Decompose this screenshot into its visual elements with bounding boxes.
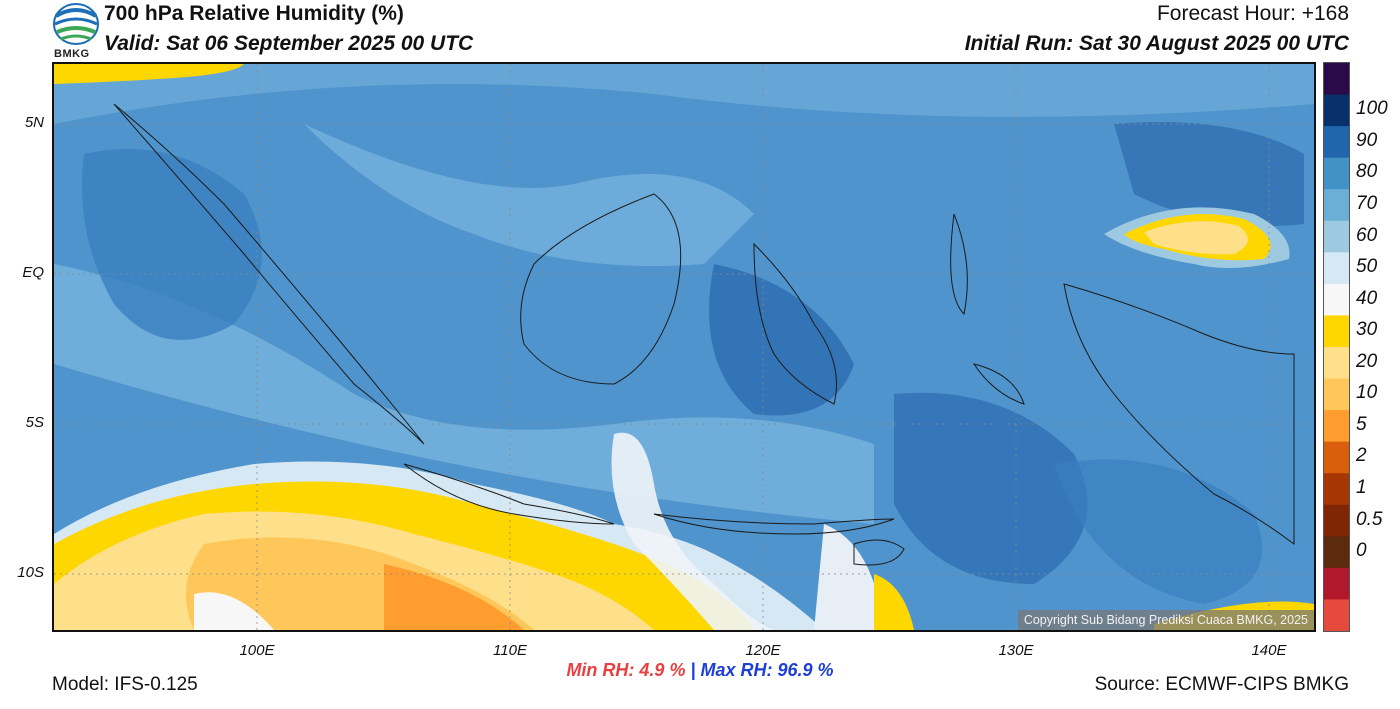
colorbar-label: 80 xyxy=(1356,161,1378,183)
colorbar-label: 1 xyxy=(1356,477,1367,498)
colorbar-label: 10 xyxy=(1356,382,1378,404)
lat-label-eq: EQ xyxy=(22,264,44,281)
lon-label-140e: 140E xyxy=(1251,642,1287,659)
lat-label-5n: 5N xyxy=(24,114,44,131)
initial-run: Initial Run: Sat 30 August 2025 00 UTC xyxy=(964,32,1349,55)
colorbar-swatch xyxy=(1324,94,1349,127)
colorbar-label: 0.5 xyxy=(1356,508,1383,530)
valid-time: Valid: Sat 06 September 2025 00 UTC xyxy=(104,32,474,55)
humidity-field xyxy=(54,64,1314,630)
colorbar-swatch xyxy=(1324,504,1349,537)
map-area[interactable] xyxy=(52,62,1316,632)
min-rh: Min RH: 4.9 % xyxy=(566,660,686,680)
bmkg-logo: BMKG xyxy=(52,2,100,60)
map-title: 700 hPa Relative Humidity (%) xyxy=(104,2,404,25)
colorbar-swatch xyxy=(1324,441,1349,474)
colorbar-swatch xyxy=(1324,126,1349,159)
source-label: Source: ECMWF-CIPS BMKG xyxy=(1094,674,1349,695)
colorbar-swatch xyxy=(1324,599,1349,632)
lon-label-110e: 110E xyxy=(493,642,527,659)
max-rh: Max RH: 96.9 % xyxy=(700,660,834,680)
colorbar-swatch xyxy=(1324,473,1349,506)
colorbar-label: 70 xyxy=(1356,193,1378,214)
lon-label-130e: 130E xyxy=(998,642,1034,659)
colorbar-label: 60 xyxy=(1356,224,1378,246)
colorbar-label: 40 xyxy=(1356,287,1378,309)
colorbar-label: 100 xyxy=(1356,98,1388,120)
colorbar-label: 5 xyxy=(1356,413,1367,435)
colorbar-label: 90 xyxy=(1356,129,1378,151)
colorbar xyxy=(1323,62,1350,632)
rh-stats: Min RH: 4.9 % | Max RH: 96.9 % xyxy=(0,660,1400,681)
colorbar-swatches xyxy=(1324,63,1349,632)
logo-text: BMKG xyxy=(54,48,90,60)
colorbar-swatch xyxy=(1324,283,1349,317)
lon-label-100e: 100E xyxy=(239,642,275,659)
colorbar-label: 50 xyxy=(1356,256,1378,278)
colorbar-label: 2 xyxy=(1356,445,1367,467)
lon-label-120e: 120E xyxy=(745,642,781,659)
colorbar-label: 30 xyxy=(1356,319,1378,341)
colorbar-swatch xyxy=(1324,252,1349,285)
colorbar-swatch xyxy=(1324,567,1349,601)
colorbar-swatch xyxy=(1324,378,1349,411)
stats-separator: | xyxy=(685,660,701,680)
bmkg-logo-icon xyxy=(53,3,99,45)
colorbar-swatch xyxy=(1324,220,1349,253)
colorbar-label: 0 xyxy=(1356,540,1367,562)
colorbar-swatch xyxy=(1324,410,1349,443)
forecast-hour: Forecast Hour: +168 xyxy=(1156,2,1349,25)
colorbar-label: 20 xyxy=(1356,350,1378,372)
colorbar-swatch xyxy=(1324,157,1349,190)
colorbar-swatch xyxy=(1324,536,1349,569)
colorbar-swatch xyxy=(1324,63,1349,96)
colorbar-swatch xyxy=(1324,315,1349,348)
colorbar-swatch xyxy=(1324,189,1349,222)
copyright-note: Copyright Sub Bidang Prediksi Cuaca BMKG… xyxy=(1017,610,1314,630)
lat-label-10s: 10S xyxy=(17,564,44,581)
lat-label-5s: 5S xyxy=(25,414,44,431)
colorbar-swatch xyxy=(1324,347,1349,380)
model-label: Model: IFS-0.125 xyxy=(52,674,198,695)
